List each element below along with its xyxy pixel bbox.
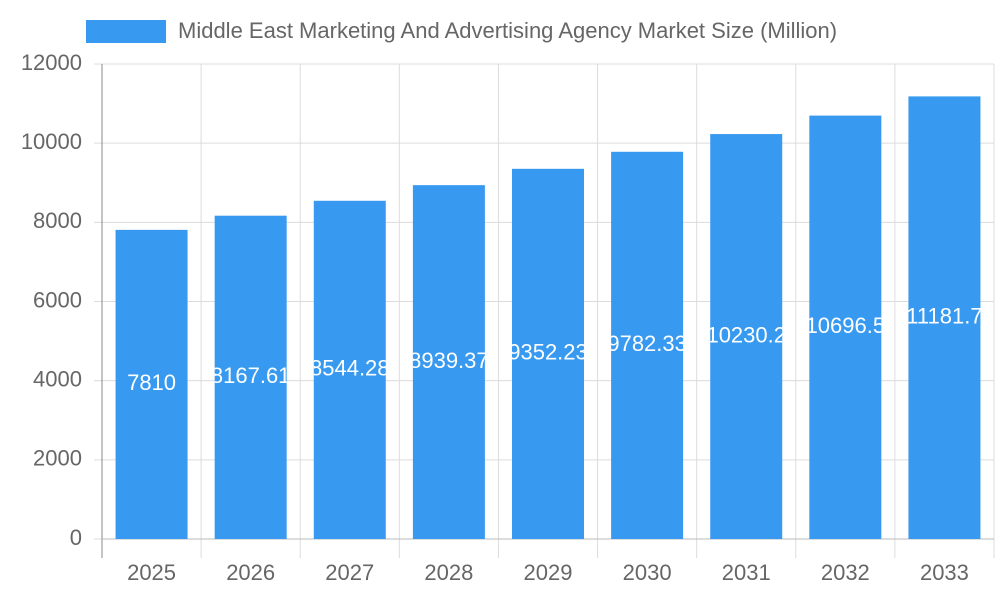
x-tick-label: 2032 [821, 560, 870, 585]
y-tick-label: 10000 [21, 129, 82, 154]
y-tick-label: 6000 [33, 287, 82, 312]
data-label: 8939.37 [409, 348, 489, 373]
data-label: 8544.28 [310, 356, 390, 381]
bar [313, 200, 386, 539]
x-tick-label: 2031 [722, 560, 771, 585]
y-tick-label: 0 [70, 525, 82, 550]
data-label: 7810 [127, 370, 176, 395]
bar [214, 215, 287, 539]
data-label: 11181.7 [906, 304, 982, 329]
x-tick-label: 2033 [920, 560, 969, 585]
data-label: 9352.23 [508, 340, 588, 365]
bar [809, 115, 882, 540]
data-label: 10230.2 [706, 322, 786, 347]
data-label: 9782.33 [607, 331, 687, 356]
x-tick-label: 2026 [226, 560, 275, 585]
bar [908, 96, 981, 539]
x-tick-label: 2029 [524, 560, 573, 585]
y-tick-label: 4000 [33, 366, 82, 391]
bar [710, 134, 783, 540]
x-tick-label: 2027 [325, 560, 374, 585]
data-label: 10696.5 [806, 313, 886, 338]
bar [611, 151, 684, 539]
data-label: 8167.61 [211, 363, 291, 388]
x-tick-label: 2030 [623, 560, 672, 585]
y-tick-label: 12000 [21, 50, 82, 75]
legend-swatch [86, 20, 166, 43]
x-tick-label: 2028 [424, 560, 473, 585]
bar [512, 168, 584, 539]
y-tick-label: 8000 [33, 208, 82, 233]
bar [412, 185, 485, 539]
legend-label: Middle East Marketing And Advertising Ag… [178, 18, 837, 43]
x-tick-label: 2025 [127, 560, 176, 585]
bar [115, 229, 188, 539]
y-tick-label: 2000 [33, 446, 82, 471]
